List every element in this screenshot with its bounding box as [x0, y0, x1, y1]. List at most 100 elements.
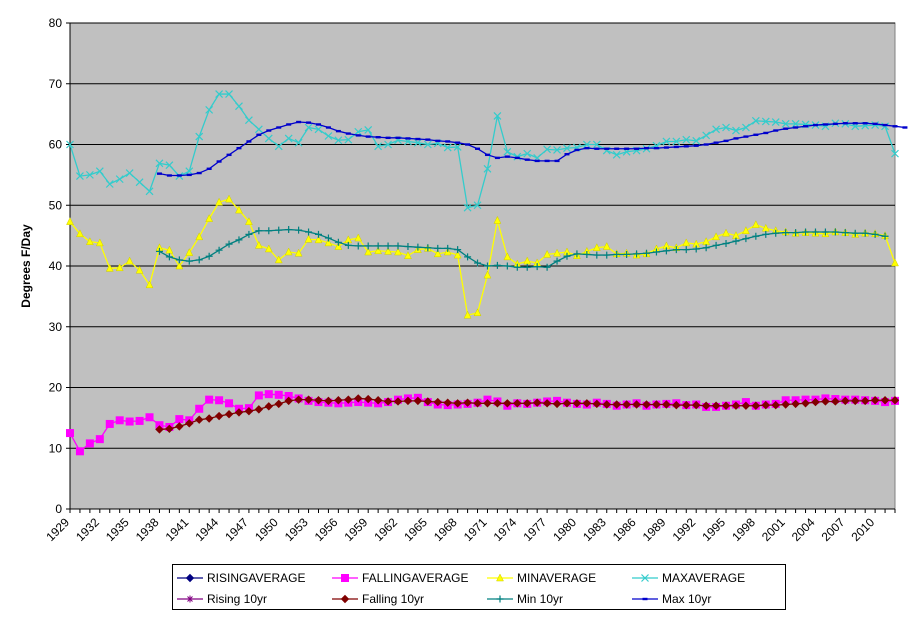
data-point-max-10yr [494, 156, 500, 160]
data-point-maxaverage [205, 105, 214, 114]
data-point-falling-10yr [344, 395, 353, 404]
data-point-min-10yr [364, 242, 372, 250]
data-point-minaverage [185, 248, 194, 256]
x-tick-label: 1944 [192, 515, 221, 544]
data-point-min-10yr [255, 227, 263, 235]
data-point-fallingaverage [125, 417, 134, 426]
data-point-minaverage [235, 205, 243, 214]
data-point-max-10yr [783, 127, 789, 130]
data-point-fallingaverage [205, 395, 214, 404]
data-point-minaverage [483, 270, 492, 279]
data-point-max-10yr [246, 140, 252, 143]
data-point-maxaverage [503, 147, 512, 156]
data-point-max-10yr [216, 160, 222, 163]
data-point-falling-10yr [363, 394, 373, 404]
data-point-falling-10yr [234, 408, 244, 417]
data-point-max-10yr [365, 135, 371, 138]
data-point-minaverage [592, 243, 601, 252]
data-point-falling-10yr [652, 400, 661, 409]
data-point-falling-10yr [423, 397, 433, 406]
data-point-min-10yr [613, 250, 621, 258]
data-point-min-10yr [235, 236, 243, 244]
data-point-max-10yr [236, 146, 242, 150]
data-point-maxaverage [344, 135, 353, 144]
data-point-min-10yr [394, 242, 402, 250]
data-point-falling-10yr [791, 399, 800, 409]
x-tick-label: 1977 [520, 515, 549, 544]
x-tick-label: 1998 [729, 515, 758, 544]
data-point-maxaverage [771, 118, 780, 126]
data-point-max-10yr [256, 133, 262, 136]
data-point-falling-10yr [572, 399, 582, 408]
data-point-fallingaverage [274, 390, 283, 399]
y-tick-label: 10 [49, 441, 63, 455]
legend-item-maxaverage: MAXAVERAGE [632, 567, 787, 588]
legend-swatch-fallingaverage [332, 573, 358, 582]
data-point-max-10yr [793, 126, 799, 129]
data-point-maxaverage [364, 125, 373, 134]
data-point-min-10yr [861, 229, 869, 237]
data-point-max-10yr [713, 141, 719, 144]
data-point-maxaverage [662, 137, 671, 146]
data-point-max-10yr [176, 174, 182, 177]
data-point-maxaverage [225, 90, 233, 99]
data-point-falling-10yr [165, 424, 174, 434]
data-point-minaverage [503, 252, 512, 261]
data-point-maxaverage [563, 144, 571, 153]
data-point-max-10yr [375, 136, 381, 139]
data-point-fallingaverage [215, 396, 224, 405]
legend-swatch-marker [340, 594, 350, 603]
data-point-maxaverage [463, 203, 472, 212]
data-point-min-10yr [533, 263, 541, 271]
data-point-min-10yr [692, 245, 700, 253]
data-point-min-10yr [881, 232, 889, 240]
legend-swatch-risingaverage [177, 573, 203, 582]
data-point-fallingaverage [135, 416, 144, 425]
data-point-max-10yr [773, 129, 779, 132]
data-point-maxaverage [751, 116, 760, 125]
legend-swatch-marker [642, 597, 648, 600]
y-tick-label: 30 [49, 320, 63, 334]
data-point-falling-10yr [721, 401, 731, 410]
data-point-max-10yr [156, 172, 162, 175]
data-point-maxaverage [235, 102, 243, 111]
data-point-max-10yr [395, 136, 401, 140]
data-point-falling-10yr [532, 398, 542, 407]
data-point-min-10yr [215, 246, 223, 254]
legend-item-min-10yr: Min 10yr [487, 588, 632, 609]
data-point-minaverage [453, 250, 462, 259]
data-point-falling-10yr [214, 411, 224, 421]
data-point-maxaverage [374, 142, 383, 151]
data-point-max-10yr [465, 143, 471, 146]
data-point-min-10yr [295, 226, 303, 234]
data-point-falling-10yr [582, 399, 592, 408]
data-point-max-10yr [753, 133, 759, 136]
data-point-falling-10yr [751, 401, 761, 410]
x-tick-label: 1989 [640, 515, 669, 544]
data-point-falling-10yr [463, 398, 472, 407]
data-point-min-10yr [543, 263, 551, 271]
data-point-max-10yr [276, 126, 282, 129]
data-point-min-10yr [821, 228, 829, 236]
data-point-minaverage [95, 238, 104, 247]
data-point-max-10yr [653, 146, 659, 150]
data-point-max-10yr [862, 122, 868, 125]
data-point-max-10yr [822, 123, 828, 126]
data-point-min-10yr [404, 243, 412, 251]
data-point-min-10yr [424, 244, 432, 252]
y-tick-label: 40 [49, 259, 63, 273]
data-point-falling-10yr [503, 399, 512, 408]
data-point-minaverage [751, 220, 760, 228]
data-point-minaverage [384, 246, 392, 255]
data-point-falling-10yr [691, 400, 701, 410]
data-point-fallingaverage [195, 404, 204, 413]
data-point-falling-10yr [264, 402, 274, 411]
data-point-minaverage [374, 246, 383, 255]
series-line-max-10yr [159, 121, 906, 177]
data-point-falling-10yr [701, 401, 711, 410]
series-layer [66, 90, 908, 456]
data-point-minaverage [741, 226, 750, 235]
x-tick-label: 2010 [848, 515, 877, 544]
data-point-maxaverage [553, 146, 561, 154]
legend-label: MINAVERAGE [517, 570, 597, 585]
